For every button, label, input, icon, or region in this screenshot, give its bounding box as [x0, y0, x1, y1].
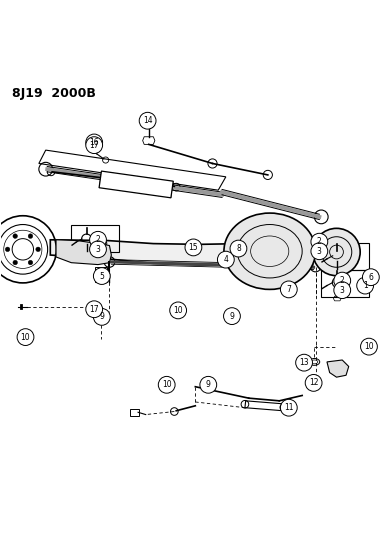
Text: 11: 11 [284, 403, 293, 412]
Circle shape [90, 241, 106, 258]
Circle shape [311, 233, 328, 250]
Circle shape [185, 239, 202, 256]
Circle shape [17, 329, 34, 345]
Circle shape [360, 338, 377, 355]
Text: 14: 14 [143, 116, 152, 125]
Circle shape [13, 260, 18, 265]
Circle shape [5, 247, 10, 252]
Text: 3: 3 [96, 245, 100, 254]
Polygon shape [327, 360, 349, 377]
Circle shape [362, 269, 379, 286]
Circle shape [200, 376, 217, 393]
Text: 10: 10 [173, 306, 183, 315]
Circle shape [86, 137, 103, 154]
Bar [95, 266, 107, 282]
Text: 3: 3 [317, 247, 322, 256]
Text: 9: 9 [229, 312, 234, 321]
Circle shape [170, 302, 187, 319]
Text: 4: 4 [223, 255, 228, 264]
Text: 10: 10 [364, 342, 374, 351]
Text: 2: 2 [340, 276, 345, 285]
Text: 9: 9 [206, 381, 211, 389]
Text: 10: 10 [162, 381, 172, 389]
Circle shape [158, 376, 175, 393]
Text: 12: 12 [309, 378, 318, 387]
Text: 1: 1 [363, 281, 368, 290]
Text: 9: 9 [99, 312, 104, 321]
Text: 8: 8 [236, 244, 241, 253]
Circle shape [296, 354, 313, 371]
Circle shape [313, 228, 360, 276]
Text: 6: 6 [368, 273, 373, 281]
Text: 17: 17 [89, 141, 99, 150]
Polygon shape [50, 239, 337, 265]
Text: 15: 15 [188, 243, 198, 252]
Circle shape [334, 282, 350, 298]
Text: 3: 3 [340, 286, 345, 295]
Circle shape [90, 231, 106, 248]
Circle shape [36, 247, 40, 252]
Circle shape [230, 240, 247, 257]
Polygon shape [56, 240, 111, 264]
Text: 16: 16 [89, 138, 99, 147]
Text: 2: 2 [317, 237, 322, 246]
Circle shape [13, 234, 18, 238]
Text: 5: 5 [99, 271, 104, 280]
Polygon shape [99, 171, 173, 198]
Circle shape [280, 281, 297, 298]
Text: 7: 7 [286, 285, 291, 294]
Ellipse shape [224, 213, 316, 289]
Circle shape [311, 243, 328, 260]
Bar [96, 318, 105, 322]
Circle shape [93, 268, 110, 285]
Circle shape [305, 375, 322, 391]
Circle shape [86, 301, 103, 318]
Circle shape [139, 112, 156, 129]
Circle shape [28, 260, 33, 265]
Text: 8J19  2000B: 8J19 2000B [12, 87, 96, 100]
Text: 17: 17 [89, 305, 99, 314]
Text: 2: 2 [96, 235, 100, 244]
Circle shape [86, 134, 103, 151]
Circle shape [93, 309, 110, 325]
Circle shape [280, 399, 297, 416]
Circle shape [224, 308, 241, 325]
Circle shape [334, 272, 350, 289]
Text: 13: 13 [299, 358, 309, 367]
Bar [131, 409, 139, 416]
Circle shape [28, 234, 33, 238]
Text: 10: 10 [21, 333, 30, 342]
Circle shape [218, 251, 234, 268]
Circle shape [357, 277, 373, 294]
